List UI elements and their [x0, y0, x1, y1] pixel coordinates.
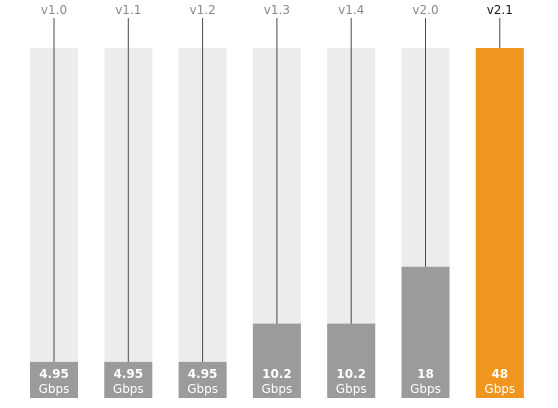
value-label-v1-1: 4.95: [113, 367, 143, 381]
value-label-v1-3: 10.2: [262, 367, 292, 381]
unit-label-v2-0: Gbps: [410, 382, 441, 396]
unit-label-v1-4: Gbps: [336, 382, 367, 396]
unit-label-v1-1: Gbps: [113, 382, 144, 396]
unit-label-v1-2: Gbps: [187, 382, 218, 396]
value-label-v2-0: 18: [417, 367, 434, 381]
value-label-v1-2: 4.95: [188, 367, 218, 381]
bar-v1-1: [104, 361, 153, 398]
version-label-v1-2: v1.2: [190, 3, 216, 17]
bar-v1-4: [327, 323, 376, 398]
bar-v1-3: [252, 323, 301, 398]
value-label-v2-1: 48: [491, 367, 508, 381]
value-label-v1-4: 10.2: [336, 367, 366, 381]
bar-v2-1: [475, 48, 524, 398]
unit-label-v2-1: Gbps: [484, 382, 515, 396]
version-label-v1-4: v1.4: [338, 3, 364, 17]
value-label-v1-0: 4.95: [39, 367, 69, 381]
version-label-v1-0: v1.0: [41, 3, 67, 17]
bar-v1-2: [178, 361, 227, 398]
unit-label-v1-0: Gbps: [39, 382, 70, 396]
bar-v1-0: [30, 361, 78, 398]
version-label-v2-0: v2.0: [412, 3, 438, 17]
bar-v2-0: [401, 266, 450, 398]
unit-label-v1-3: Gbps: [262, 382, 293, 396]
version-label-v1-3: v1.3: [264, 3, 290, 17]
version-label-v2-1: v2.1: [487, 3, 513, 17]
version-label-v1-1: v1.1: [115, 3, 141, 17]
